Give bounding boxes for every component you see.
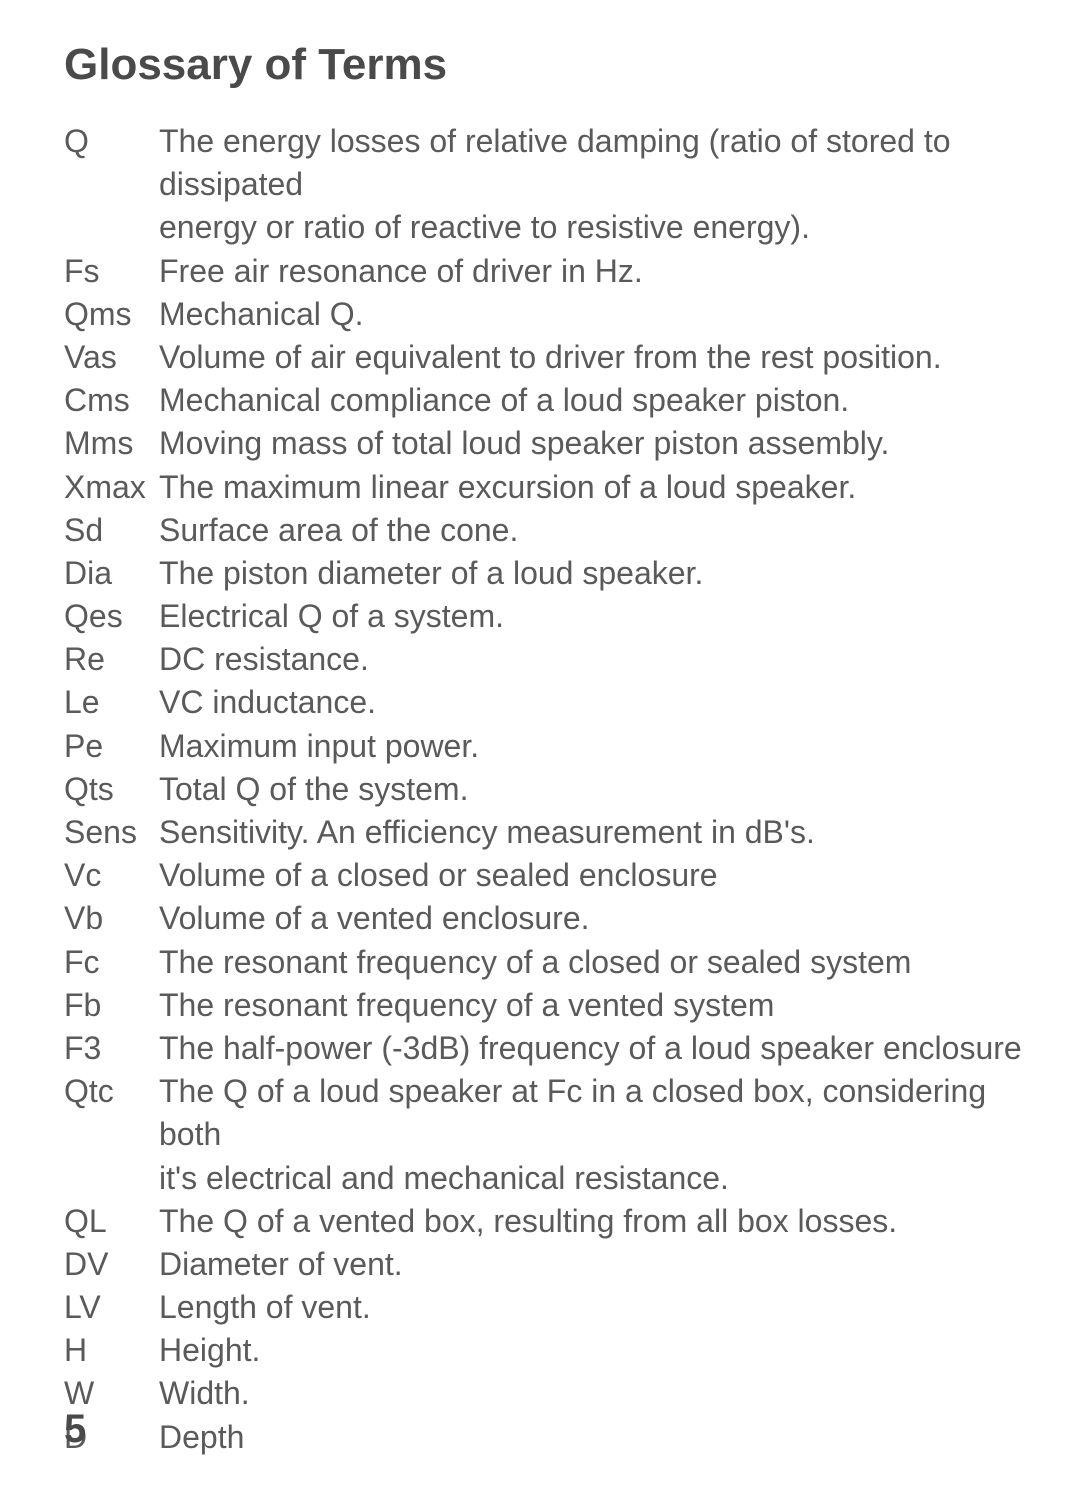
glossary-term: Sd: [64, 509, 159, 552]
glossary-entry: LVLength of vent.: [64, 1286, 1030, 1329]
glossary-term: Qtc: [64, 1070, 159, 1156]
glossary-definition: Mechanical compliance of a loud speaker …: [159, 379, 1030, 422]
glossary-entry: ReDC resistance.: [64, 638, 1030, 681]
glossary-term: Qms: [64, 293, 159, 336]
glossary-entry: LeVC inductance.: [64, 681, 1030, 724]
glossary-entry: VcVolume of a closed or sealed enclosure: [64, 854, 1030, 897]
page-title: Glossary of Terms: [64, 40, 1030, 90]
glossary-entry: QtsTotal Q of the system.: [64, 768, 1030, 811]
glossary-entry: QThe energy losses of relative damping (…: [64, 120, 1030, 206]
glossary-entry: FcThe resonant frequency of a closed or …: [64, 941, 1030, 984]
glossary-term: F3: [64, 1027, 159, 1070]
glossary-entry: MmsMoving mass of total loud speaker pis…: [64, 422, 1030, 465]
glossary-definition: The Q of a vented box, resulting from al…: [159, 1200, 1030, 1243]
glossary-term: Mms: [64, 422, 159, 465]
glossary-entry: Qtc The Q of a loud speaker at Fc in a c…: [64, 1070, 1030, 1156]
glossary-definition: Moving mass of total loud speaker piston…: [159, 422, 1030, 465]
glossary-definition: Maximum input power.: [159, 725, 1030, 768]
glossary-entry: PeMaximum input power.: [64, 725, 1030, 768]
glossary-term: Vb: [64, 897, 159, 940]
glossary-definition: The maximum linear excursion of a loud s…: [159, 466, 1030, 509]
glossary-definition: Volume of air equivalent to driver from …: [159, 336, 1030, 379]
glossary-definition: Free air resonance of driver in Hz.: [159, 250, 1030, 293]
glossary-definition: Sensitivity. An efficiency measurement i…: [159, 811, 1030, 854]
glossary-term: Cms: [64, 379, 159, 422]
glossary-entry: CmsMechanical compliance of a loud speak…: [64, 379, 1030, 422]
glossary-entry: SensSensitivity. An efficiency measureme…: [64, 811, 1030, 854]
glossary-definition: Volume of a vented enclosure.: [159, 897, 1030, 940]
glossary-entry: DiaThe piston diameter of a loud speaker…: [64, 552, 1030, 595]
glossary-term: Re: [64, 638, 159, 681]
glossary-term: Pe: [64, 725, 159, 768]
glossary-definition: Volume of a closed or sealed enclosure: [159, 854, 1030, 897]
glossary-definition: Electrical Q of a system.: [159, 595, 1030, 638]
glossary-entry: QesElectrical Q of a system.: [64, 595, 1030, 638]
glossary-term: Vc: [64, 854, 159, 897]
glossary-term: Fc: [64, 941, 159, 984]
glossary-definition: The piston diameter of a loud speaker.: [159, 552, 1030, 595]
glossary-term: Fs: [64, 250, 159, 293]
glossary-term: Qts: [64, 768, 159, 811]
glossary-entry: FbThe resonant frequency of a vented sys…: [64, 984, 1030, 1027]
glossary-term: Sens: [64, 811, 159, 854]
glossary-term: Fb: [64, 984, 159, 1027]
glossary-entry: XmaxThe maximum linear excursion of a lo…: [64, 466, 1030, 509]
glossary-definition-continued: it's electrical and mechanical resistanc…: [64, 1157, 1030, 1200]
glossary-definition: The resonant frequency of a vented syste…: [159, 984, 1030, 1027]
glossary-definition: Mechanical Q.: [159, 293, 1030, 336]
glossary-definition: VC inductance.: [159, 681, 1030, 724]
glossary-term: Xmax: [64, 466, 159, 509]
glossary-definition: The energy losses of relative damping (r…: [159, 120, 1030, 206]
glossary-entry: FsFree air resonance of driver in Hz.: [64, 250, 1030, 293]
glossary-entry: SdSurface area of the cone.: [64, 509, 1030, 552]
glossary-term: Q: [64, 120, 159, 206]
glossary-definition: DC resistance.: [159, 638, 1030, 681]
glossary-entry: H Height.: [64, 1329, 1030, 1372]
glossary-term: Le: [64, 681, 159, 724]
glossary-term: Vas: [64, 336, 159, 379]
glossary-definition: Depth: [159, 1416, 1030, 1459]
glossary-definition: Total Q of the system.: [159, 768, 1030, 811]
glossary-entry: DVDiameter of vent.: [64, 1243, 1030, 1286]
glossary-term: DV: [64, 1243, 159, 1286]
glossary-definition: Diameter of vent.: [159, 1243, 1030, 1286]
glossary-list: QThe energy losses of relative damping (…: [64, 120, 1030, 1459]
glossary-term: Qes: [64, 595, 159, 638]
glossary-term: H: [64, 1329, 159, 1372]
glossary-entry: VbVolume of a vented enclosure.: [64, 897, 1030, 940]
glossary-entry: F3The half-power (-3dB) frequency of a l…: [64, 1027, 1030, 1070]
glossary-definition: Width.: [159, 1372, 1030, 1415]
glossary-definition: Length of vent.: [159, 1286, 1030, 1329]
glossary-definition: The Q of a loud speaker at Fc in a close…: [159, 1070, 1030, 1156]
glossary-entry: W Width.: [64, 1372, 1030, 1415]
glossary-entry: D Depth: [64, 1416, 1030, 1459]
glossary-term: Dia: [64, 552, 159, 595]
glossary-definition: The resonant frequency of a closed or se…: [159, 941, 1030, 984]
page-number: 5: [64, 1407, 86, 1452]
glossary-definition-continued: energy or ratio of reactive to resistive…: [64, 206, 1030, 249]
glossary-term: LV: [64, 1286, 159, 1329]
glossary-definition: Surface area of the cone.: [159, 509, 1030, 552]
glossary-entry: QLThe Q of a vented box, resulting from …: [64, 1200, 1030, 1243]
glossary-entry: VasVolume of air equivalent to driver fr…: [64, 336, 1030, 379]
glossary-definition: Height.: [159, 1329, 1030, 1372]
glossary-definition: The half-power (-3dB) frequency of a lou…: [159, 1027, 1030, 1070]
glossary-term: QL: [64, 1200, 159, 1243]
glossary-entry: QmsMechanical Q.: [64, 293, 1030, 336]
